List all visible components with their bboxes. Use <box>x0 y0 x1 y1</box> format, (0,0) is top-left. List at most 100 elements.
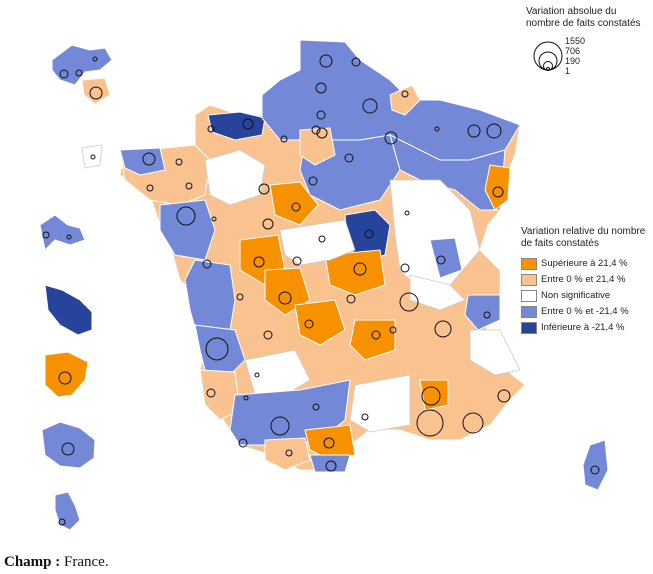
circle-aisne <box>401 90 409 98</box>
overseas-guadeloupe <box>51 44 113 86</box>
circle-isere <box>434 320 452 338</box>
overseas-guyane <box>44 351 89 398</box>
legend-item-entre-negative: Entre 0 % et -21,4 % <box>521 304 629 319</box>
circle-haute-vienne <box>304 319 314 329</box>
region-corsica <box>582 439 609 491</box>
size-legend-label-1550: 1550 <box>565 36 586 46</box>
circle-haute-garonne <box>270 416 290 436</box>
footer-champ: Champ : France. <box>4 554 109 571</box>
circle-vendee <box>202 259 212 269</box>
region-paris-light <box>299 127 336 166</box>
color-legend-title: Variation relative du nombre de faits co… <box>521 226 646 249</box>
footer-text: France. <box>64 554 109 570</box>
circle-landes <box>206 388 216 398</box>
circle-cotes <box>175 158 183 166</box>
circle-overseas-d <box>89 86 103 100</box>
circle-cher <box>292 256 302 266</box>
region-gard-white <box>349 374 411 433</box>
circle-morbihan <box>146 184 154 192</box>
proportional-circles <box>42 54 600 526</box>
circle-overseas-a <box>59 69 69 79</box>
circle-indre-loire <box>262 218 274 230</box>
circle-pas-de-calais <box>351 57 361 67</box>
region-rhone-white <box>409 274 466 311</box>
circle-gironde <box>205 337 229 361</box>
circle-paris-a <box>311 125 321 135</box>
circle-tarn <box>312 403 320 411</box>
circle-moselle <box>467 124 481 138</box>
circle-calvados <box>242 118 254 130</box>
legend-swatch-inferieure <box>521 321 537 334</box>
circle-cote-dor <box>353 262 367 276</box>
circle-mayenne <box>211 216 217 222</box>
legend-label-entre-positive: Entre 0 % et 21,4 % <box>541 274 626 285</box>
legend-label-superieure: Supérieure à 21,4 % <box>541 258 628 269</box>
region-aisne-light <box>389 84 421 116</box>
circle-savoie <box>483 311 491 319</box>
circle-reunion <box>61 442 75 456</box>
circle-puy <box>371 330 381 340</box>
circle-loire <box>389 326 397 334</box>
size-legend-label-1: 1 <box>565 66 571 76</box>
circle-eure-loir <box>291 202 301 212</box>
circle-indre <box>253 256 265 268</box>
circle-pyr-orient <box>325 460 337 472</box>
circle-bas-rhin <box>486 123 502 139</box>
circle-alpes-mar <box>497 389 511 403</box>
circle-charente <box>263 330 273 340</box>
circle-marne <box>384 131 398 145</box>
circle-overseas-e <box>90 154 96 160</box>
circle-eure <box>280 135 288 143</box>
color-legend: Supérieure à 21,4 % Entre 0 % et 21,4 % … <box>521 256 629 336</box>
size-legend-label-190: 190 <box>565 56 581 66</box>
region-puy-orange <box>349 319 396 361</box>
region-landes-light <box>199 369 241 421</box>
region-aude-light <box>264 437 311 471</box>
circle-bouches <box>416 409 444 437</box>
legend-item-inferieure: Inférieure à -21,4 % <box>521 320 629 335</box>
size-legend-circles <box>533 41 563 71</box>
region-lot-white <box>244 349 311 396</box>
size-legend-label-706: 706 <box>565 46 581 56</box>
size-legend-title: Variation absolue du nombre de faits con… <box>526 6 641 29</box>
circle-nord <box>319 54 333 68</box>
circle-loiret <box>308 176 318 186</box>
circle-gers <box>238 438 248 448</box>
circle-loire-atl <box>176 206 196 226</box>
circle-oise <box>362 98 378 114</box>
circle-gard <box>361 413 369 421</box>
overseas-mayotte <box>54 491 81 531</box>
circle-somme <box>315 82 327 94</box>
region-creuse-orange <box>294 299 346 346</box>
footer-label: Champ : <box>4 554 61 570</box>
legend-item-non-significative: Non significative <box>521 288 629 303</box>
circle-var <box>462 412 484 434</box>
circle-doubs <box>436 255 446 265</box>
circle-allier <box>346 294 356 304</box>
circle-lot-garonne <box>243 395 249 401</box>
legend-item-superieure: Supérieure à 21,4 % <box>521 256 629 271</box>
circle-mayotte <box>58 518 66 526</box>
size-legend-circle-1550 <box>533 41 563 71</box>
region-pyrenees-orient-blue <box>309 454 351 473</box>
overseas-martinique <box>44 284 93 336</box>
region-loire-atl-blue <box>159 199 216 261</box>
legend-label-inferieure: Inférieure à -21,4 % <box>541 322 625 333</box>
circle-val-oise <box>316 110 326 120</box>
region-alpes-white <box>469 329 521 376</box>
region-vaucluse-orange <box>419 379 449 411</box>
legend-swatch-superieure <box>521 257 537 270</box>
circle-guyane <box>58 371 72 385</box>
circle-vienne <box>278 291 292 305</box>
circle-paris-c <box>344 153 354 163</box>
circle-ille <box>185 182 193 190</box>
circle-sarthe <box>258 183 270 195</box>
circle-yonne <box>364 229 374 239</box>
circle-aube <box>404 210 410 216</box>
circle-corse <box>590 465 600 475</box>
region-doubs-blue <box>429 237 463 279</box>
circle-manche <box>207 125 215 133</box>
overseas-guadeloupe-light <box>81 77 111 105</box>
legend-swatch-entre-negative <box>521 305 537 318</box>
